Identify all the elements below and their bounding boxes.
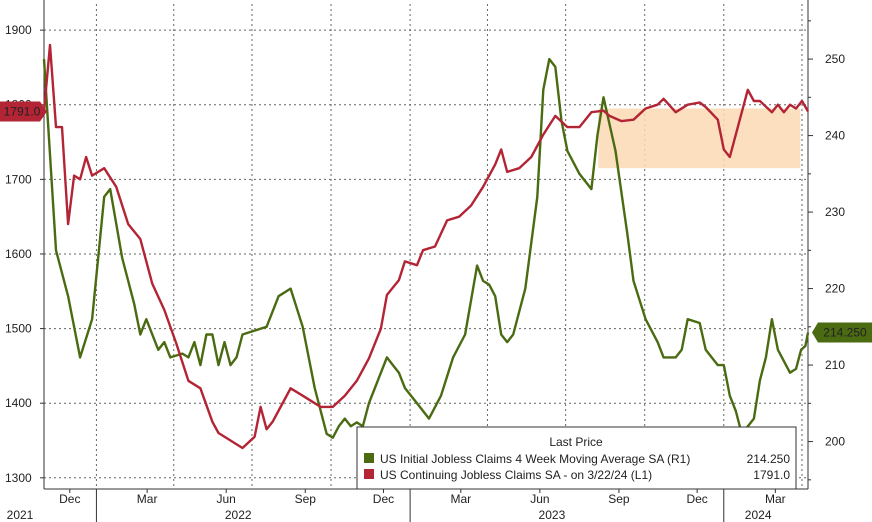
x-tick-label: Jun <box>530 492 549 506</box>
legend-swatch <box>364 453 374 463</box>
legend-title: Last Price <box>549 435 603 449</box>
right-tick-label: 210 <box>825 358 845 372</box>
x-tick-label: Mar <box>765 492 786 506</box>
right-tick-label: 250 <box>825 52 845 66</box>
legend: Last Price US Initial Jobless Claims 4 W… <box>356 426 797 490</box>
legend-entry-value: 1791.0 <box>753 468 790 482</box>
grid <box>44 4 808 489</box>
year-label: 2021 <box>7 508 34 522</box>
series <box>42 43 810 450</box>
series-continuing-claims-line <box>42 43 810 450</box>
left-tick-label: 1700 <box>5 172 32 186</box>
right-tick-label: 220 <box>825 282 845 296</box>
right-tick-label: 240 <box>825 129 845 143</box>
x-tick-label: Sep <box>608 492 630 506</box>
x-tick-label: Mar <box>450 492 471 506</box>
year-label: 2022 <box>225 508 252 522</box>
right-tick-label: 200 <box>825 435 845 449</box>
series-initial-claims-line <box>42 57 810 439</box>
legend-entry-label: US Continuing Jobless Claims SA - on 3/2… <box>380 468 652 482</box>
right-last-value-tag <box>812 322 872 343</box>
x-tick-label: Dec <box>373 492 394 506</box>
left-tick-label: 1400 <box>5 396 32 410</box>
left-tick-label: 1500 <box>5 322 32 336</box>
left-tick-label: 1300 <box>5 471 32 485</box>
x-tick-label: Dec <box>59 492 80 506</box>
legend-entry-value: 214.250 <box>747 452 791 466</box>
year-label: 2023 <box>539 508 566 522</box>
x-tick-label: Mar <box>137 492 158 506</box>
last-value-markers: 1791.0 214.250 <box>0 101 872 343</box>
highlight-box <box>598 108 801 169</box>
legend-box <box>356 426 797 490</box>
year-label: 2024 <box>745 508 772 522</box>
legend-entry-label: US Initial Jobless Claims 4 Week Moving … <box>380 452 690 466</box>
x-tick-label: Jun <box>217 492 236 506</box>
x-tick-label: Dec <box>686 492 707 506</box>
left-last-value-tag <box>0 101 47 122</box>
legend-entries: US Initial Jobless Claims 4 Week Moving … <box>364 452 790 482</box>
right-last-value-label: 214.250 <box>823 326 867 340</box>
x-tick-label: Sep <box>295 492 317 506</box>
left-last-value-label: 1791.0 <box>4 104 41 118</box>
right-tick-label: 230 <box>825 205 845 219</box>
left-tick-label: 1600 <box>5 247 32 261</box>
left-tick-label: 1900 <box>5 23 32 37</box>
legend-swatch <box>364 469 374 479</box>
